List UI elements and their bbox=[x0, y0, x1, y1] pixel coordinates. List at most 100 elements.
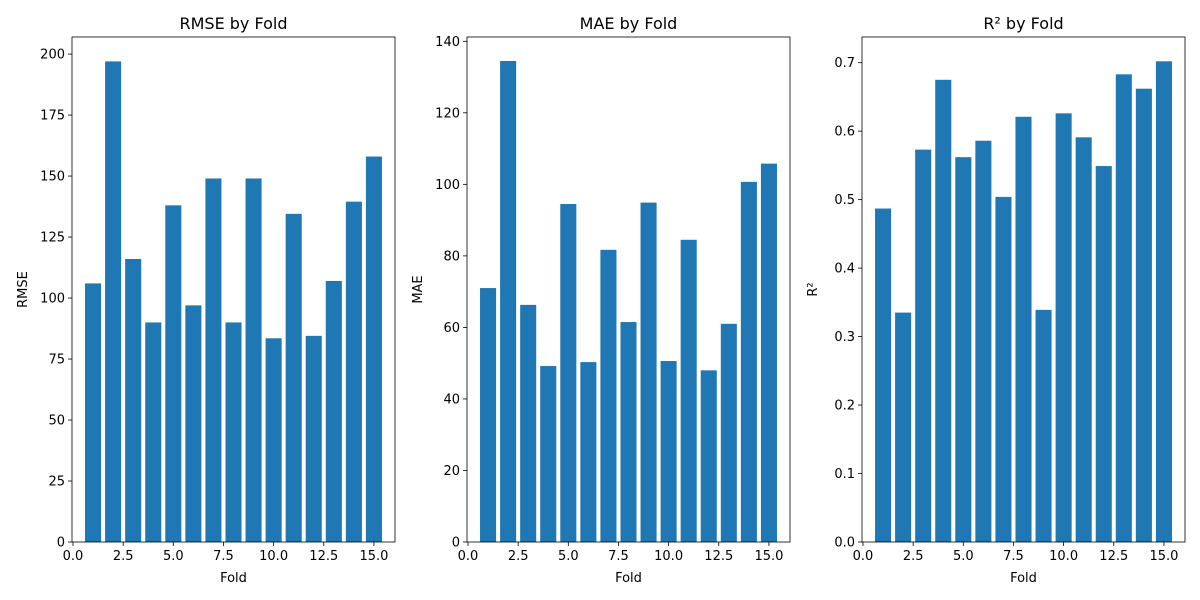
y-tick-label: 40 bbox=[443, 392, 460, 407]
x-tick-label: 12.5 bbox=[704, 549, 733, 564]
bar-fold-10 bbox=[1055, 113, 1072, 542]
bar-fold-9 bbox=[1035, 309, 1052, 542]
bar-fold-10 bbox=[265, 338, 282, 542]
y-axis-label: MAE bbox=[411, 275, 426, 303]
x-tick-label: 2.5 bbox=[113, 549, 134, 564]
x-tick-label: 10.0 bbox=[1049, 549, 1078, 564]
x-tick-label: 5.0 bbox=[163, 549, 184, 564]
bar-fold-4 bbox=[540, 366, 557, 542]
bar-fold-11 bbox=[1075, 137, 1092, 542]
bar-fold-4 bbox=[145, 322, 162, 542]
chart-title: RMSE by Fold bbox=[179, 14, 287, 33]
bar-fold-7 bbox=[205, 178, 222, 542]
bar-fold-12 bbox=[1095, 166, 1112, 542]
y-tick-label: 175 bbox=[40, 109, 65, 124]
bar-fold-13 bbox=[325, 280, 342, 542]
y-tick-label: 0.2 bbox=[834, 399, 855, 414]
y-tick-label: 0.5 bbox=[834, 193, 855, 208]
chart-panel-3: 0.0 2.5 5.0 7.5 10.0 12.5 15.0 0.0 0.1 0.2 0.3 0.4 0… bbox=[806, 14, 1186, 586]
y-tick-label: 60 bbox=[443, 321, 460, 336]
bar-fold-1 bbox=[875, 208, 892, 542]
x-tick-label: 12.5 bbox=[1099, 549, 1128, 564]
bar-fold-5 bbox=[560, 204, 577, 542]
bar-fold-14 bbox=[1135, 88, 1152, 542]
chart-title: MAE by Fold bbox=[580, 14, 678, 33]
x-tick-label: 5.0 bbox=[558, 549, 579, 564]
bar-fold-5 bbox=[955, 157, 972, 543]
x-tick-label: 0.0 bbox=[853, 549, 874, 564]
x-tick-label: 15.0 bbox=[1149, 549, 1178, 564]
bar-fold-8 bbox=[1015, 116, 1032, 543]
bar-fold-3 bbox=[520, 304, 537, 542]
x-tick-label: 7.5 bbox=[1003, 549, 1024, 564]
bar-fold-12 bbox=[305, 335, 322, 542]
y-tick-label: 120 bbox=[435, 106, 460, 121]
axes-frame bbox=[861, 36, 1186, 543]
x-tick-label: 2.5 bbox=[903, 549, 924, 564]
bar-fold-7 bbox=[600, 249, 617, 543]
y-tick-label: 150 bbox=[40, 170, 65, 185]
y-tick-label: 140 bbox=[435, 35, 460, 50]
y-tick-label: 25 bbox=[48, 475, 65, 490]
y-tick-label: 125 bbox=[40, 231, 65, 246]
y-tick-label: 100 bbox=[435, 178, 460, 193]
bar-fold-2 bbox=[105, 61, 122, 543]
y-tick-label: 50 bbox=[48, 414, 65, 429]
y-tick-label: 100 bbox=[40, 292, 65, 307]
x-axis-label: Fold bbox=[220, 571, 247, 586]
x-tick-label: 0.0 bbox=[63, 549, 84, 564]
y-tick-label: 200 bbox=[40, 48, 65, 63]
y-tick-label: 0.1 bbox=[834, 467, 855, 482]
axes-frame bbox=[466, 36, 791, 543]
y-tick-label: 0.6 bbox=[834, 125, 855, 140]
bar-fold-1 bbox=[85, 283, 102, 542]
bar-fold-3 bbox=[915, 149, 932, 542]
x-tick-label: 7.5 bbox=[213, 549, 234, 564]
bar-fold-13 bbox=[720, 323, 737, 542]
bar-fold-6 bbox=[185, 305, 202, 542]
bar-fold-6 bbox=[975, 140, 992, 543]
y-tick-label: 0 bbox=[57, 536, 65, 551]
bar-fold-2 bbox=[895, 312, 912, 542]
bar-fold-7 bbox=[995, 196, 1012, 542]
x-axis-label: Fold bbox=[615, 571, 642, 586]
bar-fold-12 bbox=[700, 370, 717, 542]
x-tick-label: 5.0 bbox=[953, 549, 974, 564]
bar-fold-10 bbox=[660, 361, 677, 542]
bar-fold-9 bbox=[245, 178, 262, 542]
bar-fold-1 bbox=[480, 288, 497, 542]
bar-fold-15 bbox=[1155, 61, 1172, 543]
x-tick-label: 10.0 bbox=[654, 549, 683, 564]
bar-fold-14 bbox=[740, 181, 757, 542]
bar-fold-15 bbox=[760, 163, 777, 543]
y-tick-label: 0.4 bbox=[834, 262, 855, 277]
x-tick-label: 10.0 bbox=[259, 549, 288, 564]
chart-title: R² by Fold bbox=[983, 14, 1063, 33]
x-axis-label: Fold bbox=[1010, 571, 1037, 586]
y-axis-label: R² bbox=[806, 282, 821, 296]
y-tick-label: 0.3 bbox=[834, 330, 855, 345]
bar-fold-8 bbox=[225, 322, 242, 542]
bar-fold-2 bbox=[500, 60, 517, 543]
bar-fold-5 bbox=[165, 205, 182, 542]
bar-fold-8 bbox=[620, 322, 637, 542]
x-tick-label: 12.5 bbox=[309, 549, 338, 564]
bar-fold-11 bbox=[680, 239, 697, 543]
bar-fold-9 bbox=[640, 202, 657, 542]
bar-fold-15 bbox=[365, 156, 382, 543]
x-tick-label: 7.5 bbox=[608, 549, 629, 564]
x-tick-label: 0.0 bbox=[458, 549, 479, 564]
x-tick-label: 2.5 bbox=[508, 549, 529, 564]
bar-fold-11 bbox=[285, 213, 302, 542]
y-tick-label: 0.7 bbox=[834, 56, 855, 71]
y-tick-label: 80 bbox=[443, 249, 460, 264]
axes-frame bbox=[71, 36, 396, 543]
y-tick-label: 75 bbox=[48, 353, 65, 368]
y-axis-label: RMSE bbox=[16, 271, 31, 308]
bar-fold-13 bbox=[1115, 74, 1132, 542]
bar-fold-14 bbox=[345, 201, 362, 543]
chart-panel-2: 0.0 2.5 5.0 7.5 10.0 12.5 15.0 0 20 40 60 80 100 120 1… bbox=[411, 14, 791, 586]
bar-fold-3 bbox=[125, 259, 142, 542]
chart-panel-1: 0.0 2.5 5.0 7.5 10.0 12.5 15.0 0 25 50 75 100 125 150… bbox=[16, 14, 396, 586]
